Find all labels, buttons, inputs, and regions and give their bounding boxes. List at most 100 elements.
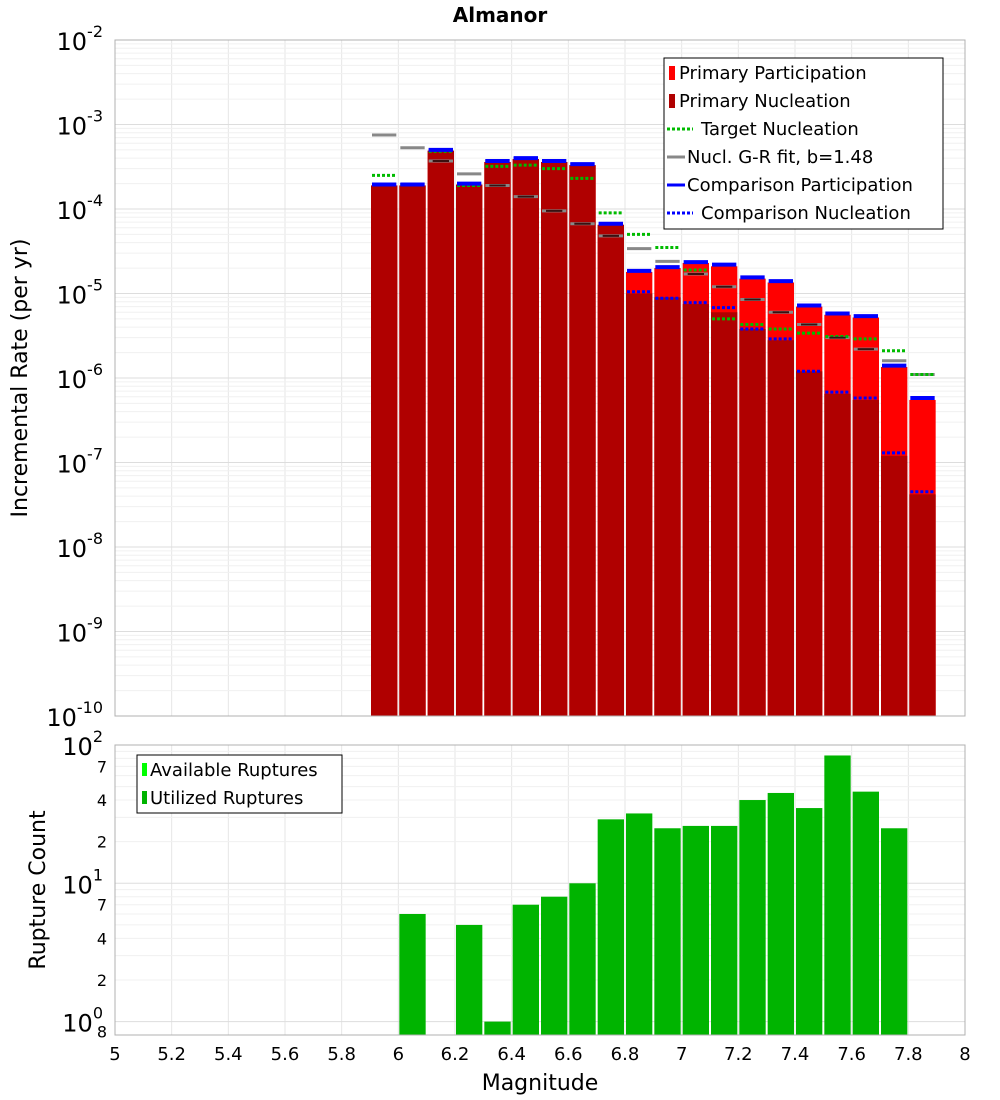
bottom-y-minor-tick-label: 8 [97,1023,107,1042]
x-tick-label: 7.2 [724,1044,753,1065]
x-tick-label: 7.6 [837,1044,866,1065]
bottom-y-tick-label: 100 [62,1004,103,1038]
legend-label: Primary Participation [679,63,867,84]
bottom-legend: Available Ruptures Utilized Ruptures [136,754,343,814]
nucleation-bar [512,159,539,716]
rupture-count-bar [512,904,539,1035]
top-plot-frame [114,39,966,717]
nucleation-bar [626,293,653,716]
x-tick-label: 6.6 [554,1044,583,1065]
legend-swatch [142,763,147,776]
nucleation-bar [484,161,511,716]
nucleation-bar [739,329,766,716]
top-legend-item: Primary Nucleation [669,91,851,112]
nucleation-bar [682,304,709,716]
bottom-legend-box [136,754,343,814]
legend-label: Target Nucleation [700,119,859,140]
top-y-tick-label: 10-9 [57,614,104,648]
top-y-tick-label: 10-6 [57,360,104,394]
rupture-count-bar [456,924,483,1035]
x-tick-label: 5.4 [214,1044,243,1065]
rupture-count-bar [824,755,851,1035]
x-tick-label: 7.4 [781,1044,810,1065]
nucleation-bar [597,224,624,716]
rupture-count-bar [881,828,908,1035]
legend-label: Utilized Ruptures [150,788,303,809]
nucleation-bar [852,399,879,716]
legend-swatch [669,94,675,108]
rupture-count-bar [711,825,738,1035]
top-y-tick-label: 10-8 [57,529,104,563]
x-tick-label: 5 [109,1044,120,1065]
legend-label: Available Ruptures [150,760,318,781]
nucleation-bar [654,297,681,716]
x-tick-label: 6 [393,1044,404,1065]
x-tick-label: 5.8 [327,1044,356,1065]
x-ticks: 5 5.2 5.4 5.6 5.8 6 6.2 6.4 6.6 6.8 7 7.2 7.4 7.6 7.8 8 [109,1044,970,1065]
legend-label: Comparison Nucleation [701,203,911,224]
rupture-count-bar [597,819,624,1035]
x-tick-label: 5.2 [157,1044,186,1065]
nucleation-bar [569,165,596,717]
top-y-tick-label: 10-10 [46,698,103,732]
nucleation-bar [824,393,851,716]
rupture-count-bar [682,825,709,1035]
top-y-axis-label: Incremental Rate (per yr) [8,239,33,518]
nucleation-bar [399,185,426,717]
x-tick-label: 5.6 [271,1044,300,1065]
rupture-count-bar [626,813,653,1035]
rupture-count-bar [399,913,426,1035]
nucleation-bar [371,185,398,717]
top-legend-item: Primary Participation [669,63,867,84]
bottom-y-minor-tick-label: 2 [97,833,107,852]
rupture-count-bar [654,828,681,1035]
bottom-y-minor-tick-label: 4 [97,929,107,948]
x-tick-label: 6.4 [497,1044,526,1065]
bottom-y-minor-tick-label: 7 [97,757,107,776]
top-y-tick-label: 10-4 [57,191,104,225]
rupture-count-bar [541,896,568,1035]
nucleation-bar [909,494,936,716]
top-legend-item: Nucl. G-R fit, b=1.48 [667,147,873,168]
bottom-legend-item: Available Ruptures [142,760,318,781]
rupture-count-bar [739,800,766,1035]
rupture-count-bar [484,1021,511,1035]
x-tick-label: 8 [959,1044,970,1065]
x-tick-label: 7.8 [894,1044,923,1065]
legend-label: Primary Nucleation [679,91,851,112]
legend-label: Comparison Participation [687,175,913,196]
bottom-plot-frame [114,744,966,1036]
nucleation-bar [541,161,568,716]
legend-swatch [669,66,675,80]
bottom-y-axis-label: Rupture Count [26,810,51,970]
nucleation-bar [767,340,794,716]
bottom-y-tick-label: 101 [62,865,103,899]
top-lines [372,133,935,494]
bottom-y-tick-label: 102 [62,727,103,761]
bottom-y-minor-tick-label: 7 [97,896,107,915]
rupture-count-bar [852,791,879,1035]
top-legend-box [663,57,944,230]
legend-swatch [142,791,147,804]
top-grid [114,40,966,717]
nucleation-bar [456,184,483,717]
chart-title: Almanor [453,3,548,27]
rupture-count-bar [767,792,794,1035]
top-legend-item: Target Nucleation [667,119,859,140]
x-tick-label: 6.8 [611,1044,640,1065]
bottom-legend-item: Utilized Ruptures [142,788,303,809]
top-y-tick-label: 10-5 [57,276,104,310]
bottom-y-minor-tick-label: 4 [97,791,107,810]
legend-label: Nucl. G-R fit, b=1.48 [687,147,873,168]
rupture-count-bar [569,883,596,1035]
top-bars [371,150,936,717]
bottom-bars [399,755,908,1035]
top-y-tick-label: 10-3 [57,107,104,141]
top-legend-item: Comparison Participation [667,175,913,196]
nucleation-bar [711,312,738,716]
top-y-tick-label: 10-7 [57,445,104,479]
x-tick-label: 7 [676,1044,687,1065]
x-tick-label: 6.2 [441,1044,470,1065]
